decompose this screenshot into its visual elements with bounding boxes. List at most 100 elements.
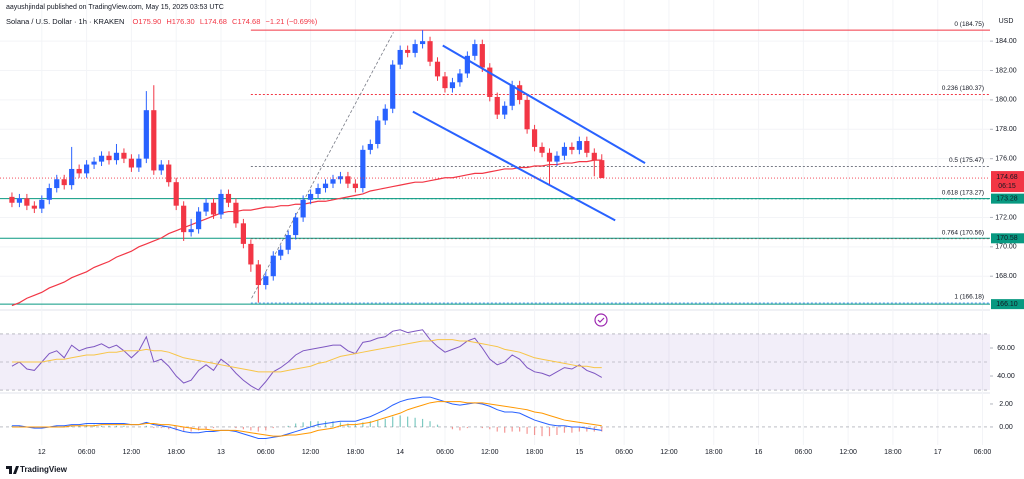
candle-body <box>345 176 351 184</box>
indicator-line <box>11 401 602 437</box>
change: −1.21 (−0.69%) <box>265 17 317 26</box>
histogram-bar <box>168 426 170 430</box>
close: C174.68 <box>232 17 260 26</box>
histogram-bar <box>601 426 603 432</box>
candle-body <box>427 41 433 62</box>
candle-body <box>569 146 575 150</box>
support-label-box <box>991 233 1024 244</box>
candle-body <box>173 182 179 206</box>
histogram-bar <box>145 425 147 427</box>
candle-body <box>293 217 299 236</box>
x-tick-label: 18:00 <box>167 449 185 456</box>
x-tick-label: 06:00 <box>795 449 813 456</box>
candle-body <box>84 164 90 174</box>
x-tick-label: 18:00 <box>347 449 365 456</box>
y-tick-label: 180.00 <box>995 97 1017 104</box>
histogram-bar <box>533 426 536 435</box>
candle-body <box>307 193 314 200</box>
histogram-bar <box>250 426 252 431</box>
histogram-bar <box>407 416 409 427</box>
candle-body <box>203 202 209 212</box>
y-tick-label: 184.00 <box>995 38 1017 45</box>
histogram-bar <box>63 425 65 427</box>
fibonacci-label: 0.5 (175.47) <box>949 157 984 164</box>
candle-body <box>405 49 411 53</box>
candle-body <box>98 155 105 162</box>
publisher: aayushjindal published on TradingView.co… <box>6 4 224 11</box>
candle-body <box>255 264 261 286</box>
alert-icon[interactable] <box>594 313 608 327</box>
y-tick-label: 170.00 <box>995 244 1017 251</box>
candle-body <box>487 67 493 97</box>
candle-body <box>375 120 381 144</box>
histogram-bar <box>526 426 528 434</box>
histogram-bar <box>295 423 297 427</box>
histogram-bar <box>519 426 521 432</box>
countdown-label: 06:15 <box>998 183 1016 190</box>
candle-body <box>113 152 120 161</box>
histogram-bar <box>347 423 349 427</box>
candle-body <box>442 76 448 89</box>
histogram-bar <box>33 426 35 429</box>
candle-body <box>584 141 590 153</box>
open: O175.90 <box>132 17 161 26</box>
histogram-bar <box>451 426 454 430</box>
histogram-bar <box>175 426 177 431</box>
fibonacci-label: 0.764 (170.56) <box>942 229 984 236</box>
candle-body <box>54 179 60 189</box>
histogram-bar <box>511 426 513 432</box>
y-tick-label: 182.00 <box>995 67 1017 74</box>
support-label: 170.58 <box>996 235 1018 242</box>
histogram-bar <box>18 425 21 427</box>
histogram-bar <box>563 426 566 433</box>
support-label: 166.10 <box>996 301 1018 308</box>
support-label-box <box>991 299 1024 310</box>
fibonacci-connector <box>251 32 394 299</box>
histogram-bar <box>272 426 274 429</box>
y-tick-label: 60.00 <box>997 345 1015 352</box>
candle-body <box>524 99 530 130</box>
histogram-bar <box>421 418 424 427</box>
candle-body <box>136 158 142 168</box>
candle-body <box>285 235 291 250</box>
candle-body <box>502 105 508 115</box>
candle-body <box>576 141 582 150</box>
x-tick-label: 12:00 <box>302 449 320 456</box>
low: L174.68 <box>200 17 227 26</box>
axes: 184.00182.00180.00178.00176.00172.00170.… <box>38 38 1024 456</box>
histogram-bar <box>100 425 103 427</box>
x-tick-label: 13 <box>217 449 225 456</box>
candle-body <box>599 160 605 179</box>
candle-body <box>382 108 388 121</box>
candle-body <box>457 73 463 83</box>
histogram-bar <box>556 426 558 435</box>
y-tick-label: 2.00 <box>999 401 1013 408</box>
candle-body <box>16 198 23 203</box>
x-tick-label: 15 <box>575 449 583 456</box>
candle-body <box>390 64 396 109</box>
candle-body <box>143 110 149 159</box>
histogram-bar <box>41 426 43 429</box>
alert-icon-ring[interactable] <box>594 313 608 327</box>
histogram-bar <box>384 418 386 427</box>
channel-line <box>442 44 646 164</box>
histogram-bar <box>466 426 468 429</box>
histogram-bar <box>436 424 439 427</box>
alert-icon-mark[interactable] <box>597 317 605 323</box>
x-tick-label: 12:00 <box>839 449 857 456</box>
support-label-box <box>991 193 1024 204</box>
y-tick-label: 178.00 <box>995 126 1017 133</box>
fibonacci-label: 0.236 (180.37) <box>942 85 984 92</box>
histogram-bar <box>481 426 483 429</box>
histogram-bar <box>354 423 356 427</box>
histogram-bar <box>369 421 371 427</box>
candle-body <box>61 179 67 186</box>
y-tick-label: 168.00 <box>995 273 1017 280</box>
x-tick-label: 06:00 <box>257 449 275 456</box>
candle-body <box>546 152 553 162</box>
candle-body <box>188 229 194 233</box>
candle-body <box>240 223 246 244</box>
currency: USD <box>999 18 1014 25</box>
candle-body <box>39 199 45 209</box>
